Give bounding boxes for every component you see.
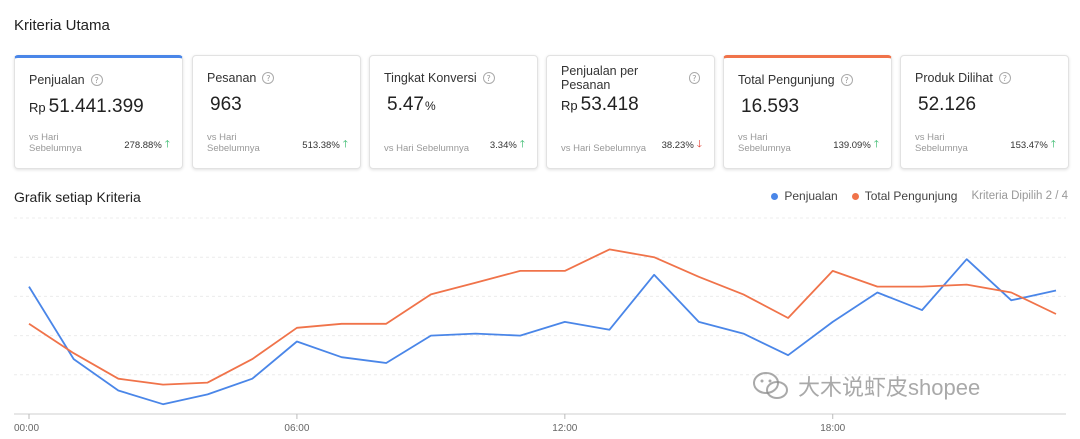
arrow-up-icon: 🡑: [342, 139, 348, 150]
metric-label-row: Tingkat Konversi?: [384, 70, 523, 86]
metric-value: 5.47: [387, 94, 424, 115]
comparison-label: vs Hari Sebelumnya: [29, 132, 82, 154]
metric-value-row: 52.126: [915, 94, 1054, 118]
metric-card[interactable]: Penjualan? Rp 51.441.399 vs Hari Sebelumnya…: [14, 55, 183, 169]
change-value: 153.47%: [1010, 140, 1048, 151]
metric-label: Tingkat Konversi: [384, 71, 477, 85]
x-tick-label: 12:00: [552, 423, 577, 434]
section-title: Kriteria Utama: [14, 17, 110, 34]
metric-value: 51.441.399: [48, 96, 144, 117]
chart-title: Grafik setiap Kriteria: [14, 189, 141, 205]
metric-value: 963: [210, 94, 242, 115]
metric-label: Pesanan: [207, 71, 257, 85]
watermark: 大木说虾皮shopee: [752, 370, 980, 402]
metric-footer: vs Hari Sebelumnya 153.47% 🡑: [915, 132, 1056, 154]
help-icon[interactable]: ?: [840, 74, 853, 86]
x-tick-label: 00:00: [14, 423, 39, 434]
metric-value: 16.593: [741, 96, 800, 117]
comparison-label: vs Hari Sebelumnya: [738, 132, 791, 154]
criteria-selected-count: Kriteria Dipilih 2 / 4: [971, 190, 1068, 202]
metric-footer: vs Hari Sebelumnya 3.34% 🡑: [384, 137, 525, 154]
legend-item-pengunjung[interactable]: Total Pengunjung: [851, 189, 958, 203]
metric-label-row: Produk Dilihat?: [915, 70, 1054, 86]
change-indicator: 278.88% 🡑: [124, 137, 170, 154]
metric-value-row: Rp 53.418: [561, 94, 700, 118]
metric-cards: Penjualan? Rp 51.441.399 vs Hari Sebelumnya…: [14, 55, 1069, 170]
change-indicator: 3.34% 🡑: [490, 137, 525, 154]
metric-label: Produk Dilihat: [915, 71, 993, 85]
watermark-text: 大木说虾皮shopee: [798, 375, 981, 400]
metric-label-row: Penjualan?: [29, 72, 168, 88]
metric-value-row: 963: [207, 94, 346, 118]
metric-prefix: Rp: [29, 100, 46, 115]
help-icon[interactable]: ?: [90, 74, 103, 86]
legend-label-pengunjung: Total Pengunjung: [864, 189, 958, 203]
comparison-label: vs Hari Sebelumnya: [207, 132, 260, 154]
help-icon[interactable]: ?: [998, 72, 1011, 84]
metric-footer: vs Hari Sebelumnya 278.88% 🡑: [29, 132, 170, 154]
change-value: 513.38%: [302, 140, 340, 151]
arrow-up-icon: 🡑: [164, 139, 170, 150]
metric-footer: vs Hari Sebelumnya 139.09% 🡑: [738, 132, 879, 154]
x-tick-label: 18:00: [820, 423, 845, 434]
metric-label-row: Pesanan?: [207, 70, 346, 86]
comparison-label: vs Hari Sebelumnya: [384, 143, 470, 154]
metric-label-row: Penjualan per Pesanan?: [561, 64, 700, 92]
series-line-total-pengunjung[interactable]: [28, 248, 1057, 386]
change-indicator: 153.47% 🡑: [1010, 137, 1056, 154]
chart-legend: Penjualan Total Pengunjung Kriteria Dipi…: [771, 189, 1068, 203]
legend-label-penjualan: Penjualan: [784, 189, 838, 203]
change-indicator: 139.09% 🡑: [833, 137, 879, 154]
metric-suffix: %: [424, 99, 436, 113]
metric-label: Penjualan per Pesanan: [561, 64, 639, 92]
metric-footer: vs Hari Sebelumnya 38.23% 🡓: [561, 137, 702, 154]
metric-footer: vs Hari Sebelumnya 513.38% 🡑: [207, 132, 348, 154]
metric-card[interactable]: Tingkat Konversi? 5.47% vs Hari Sebelumnya…: [369, 55, 538, 169]
metric-prefix: Rp: [561, 98, 578, 113]
help-icon[interactable]: ?: [688, 72, 700, 84]
metric-card[interactable]: Total Pengunjung? 16.593 vs Hari Sebelumny…: [723, 55, 892, 169]
metric-label: Total Pengunjung: [738, 73, 835, 87]
series-line-penjualan[interactable]: [28, 258, 1057, 406]
arrow-up-icon: 🡑: [873, 139, 879, 150]
metric-value-row: Rp 51.441.399: [29, 96, 168, 120]
change-indicator: 513.38% 🡑: [302, 137, 348, 154]
legend-dot-pengunjung: [851, 192, 859, 200]
metric-label: Penjualan: [29, 73, 85, 87]
metric-value: 53.418: [580, 94, 639, 115]
metric-value: 52.126: [918, 94, 977, 115]
legend-item-penjualan[interactable]: Penjualan: [771, 189, 838, 203]
change-value: 278.88%: [124, 140, 162, 151]
metric-value-row: 5.47%: [384, 94, 523, 118]
arrow-up-icon: 🡑: [519, 139, 525, 150]
help-icon[interactable]: ?: [262, 72, 275, 84]
change-value: 38.23%: [661, 140, 694, 151]
wechat-logo-icon: [753, 372, 788, 399]
metric-card[interactable]: Produk Dilihat? 52.126 vs Hari Sebelumnya 1…: [900, 55, 1069, 169]
metric-card[interactable]: Pesanan? 963 vs Hari Sebelumnya 513.38% 🡑: [192, 55, 361, 169]
change-indicator: 38.23% 🡓: [662, 137, 702, 154]
comparison-label: vs Hari Sebelumnya: [561, 143, 647, 154]
help-icon[interactable]: ?: [482, 72, 495, 84]
metric-label-row: Total Pengunjung?: [738, 72, 877, 88]
legend-dot-penjualan: [771, 192, 779, 200]
metric-value-row: 16.593: [738, 96, 877, 120]
arrow-down-icon: 🡓: [696, 139, 702, 150]
arrow-up-icon: 🡑: [1050, 139, 1056, 150]
change-value: 139.09%: [833, 140, 871, 151]
x-tick-label: 06:00: [284, 423, 309, 434]
comparison-label: vs Hari Sebelumnya: [915, 132, 968, 154]
metric-card[interactable]: Penjualan per Pesanan? Rp 53.418 vs Hari Se…: [546, 55, 715, 169]
change-value: 3.34%: [489, 140, 517, 151]
